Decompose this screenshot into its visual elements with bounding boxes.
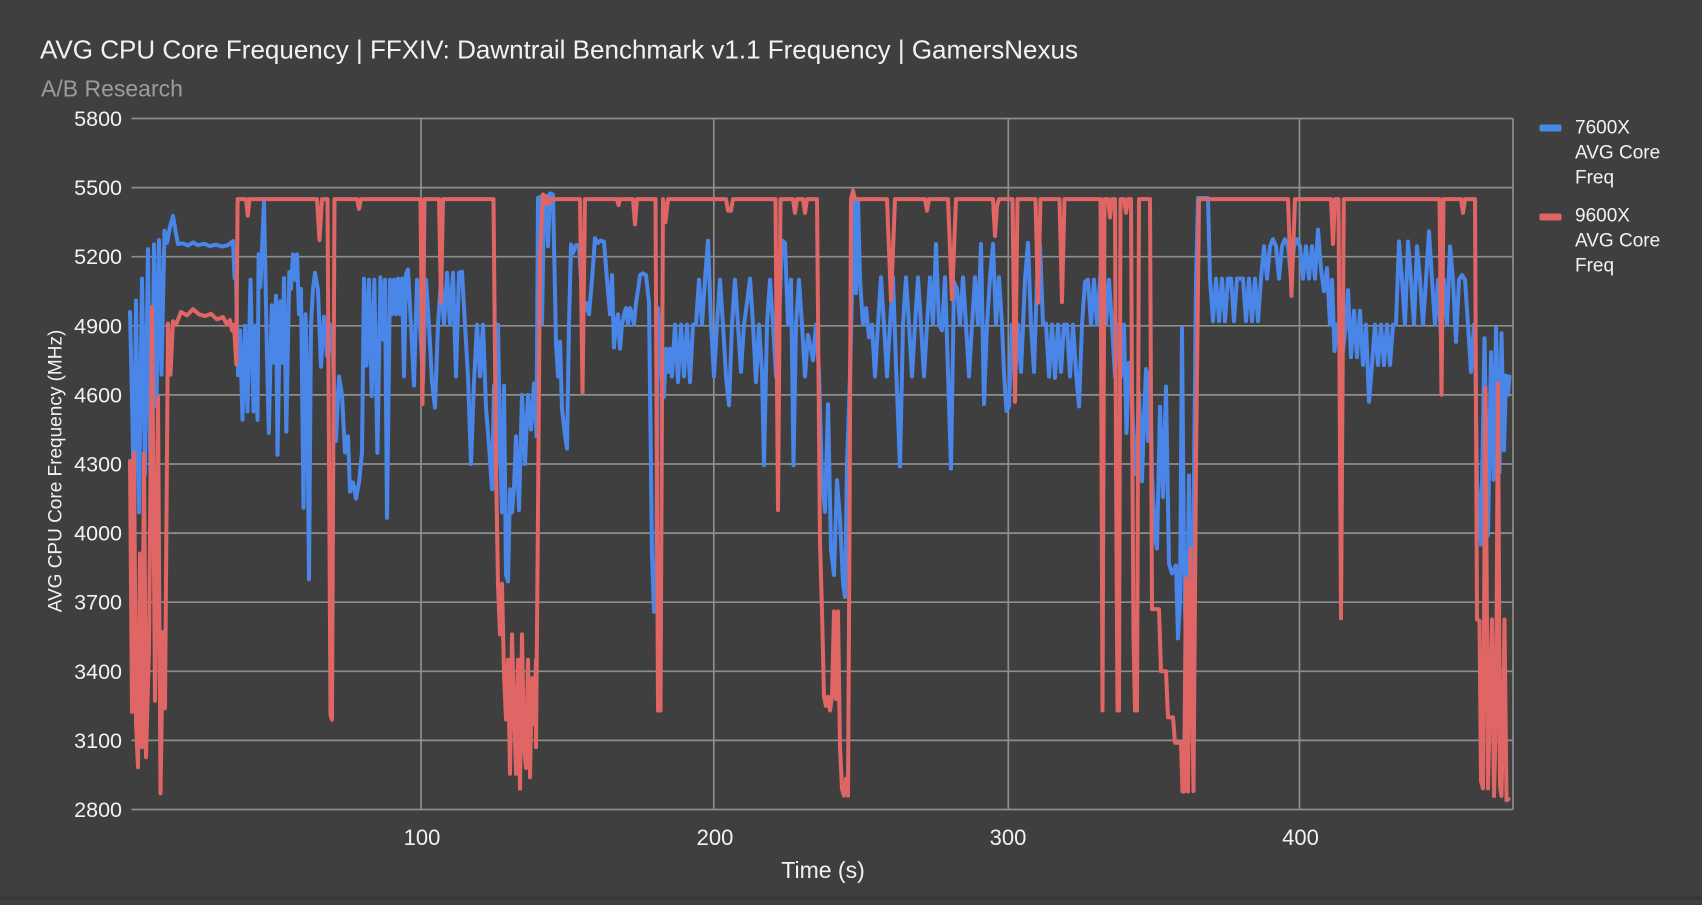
svg-text:AVG Core: AVG Core: [1575, 231, 1660, 252]
svg-text:100: 100: [404, 825, 441, 850]
svg-text:300: 300: [990, 825, 1027, 850]
svg-text:200: 200: [697, 825, 734, 850]
svg-text:5500: 5500: [74, 176, 122, 200]
svg-text:2800: 2800: [74, 798, 122, 822]
svg-text:400: 400: [1282, 825, 1319, 850]
svg-text:4600: 4600: [74, 383, 122, 407]
svg-text:AVG CPU Core Frequency (MHz): AVG CPU Core Frequency (MHz): [46, 330, 67, 613]
svg-text:7600X: 7600X: [1575, 118, 1630, 139]
svg-text:5200: 5200: [74, 245, 122, 269]
svg-text:9600X: 9600X: [1575, 206, 1630, 227]
svg-text:AVG Core: AVG Core: [1575, 143, 1660, 164]
svg-text:Freq: Freq: [1575, 168, 1614, 189]
svg-text:AVG CPU Core Frequency | FFXIV: AVG CPU Core Frequency | FFXIV: Dawntrai…: [40, 35, 1078, 65]
svg-text:3700: 3700: [74, 591, 122, 615]
svg-text:Time (s): Time (s): [781, 857, 864, 883]
svg-text:5800: 5800: [74, 107, 122, 131]
svg-text:4000: 4000: [74, 522, 122, 546]
svg-text:Freq: Freq: [1575, 256, 1614, 277]
svg-text:4300: 4300: [74, 453, 122, 477]
svg-text:3400: 3400: [74, 660, 122, 684]
svg-text:3100: 3100: [74, 729, 122, 753]
svg-text:4900: 4900: [74, 314, 122, 338]
svg-text:A/B Research: A/B Research: [41, 76, 183, 102]
